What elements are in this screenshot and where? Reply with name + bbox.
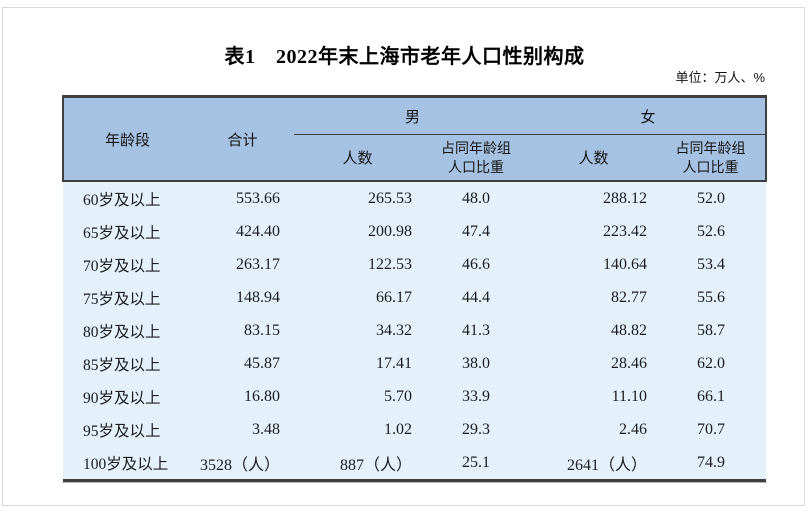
- cell-male-count: 200.98: [294, 215, 421, 248]
- cell-male-count: 17.41: [294, 347, 421, 380]
- cell-age-group: 80岁及以上: [63, 314, 191, 347]
- cell-female-share: 53.4: [656, 248, 767, 281]
- cell-male-count: 34.32: [294, 314, 421, 347]
- header-row-subcolumns: 人数 占同年龄组 人口比重 人数 占同年龄组 人口比重: [63, 134, 768, 182]
- table-row: 100岁及以上 3528（人） 887（人） 25.1 2641（人） 74.9: [63, 446, 767, 482]
- cell-age-group: 70岁及以上: [63, 248, 191, 281]
- cell-female-count: 223.42: [531, 215, 657, 248]
- cell-female-count: 11.10: [531, 380, 657, 413]
- cell-female-count: 288.12: [531, 181, 657, 215]
- cell-age-group: 95岁及以上: [63, 413, 191, 446]
- header-age-group: 年龄段: [62, 95, 191, 182]
- cell-total: 3.48: [191, 413, 294, 446]
- cell-age-group: 100岁及以上: [63, 446, 191, 482]
- cell-total: 424.40: [191, 215, 294, 248]
- cell-male-count: 265.53: [294, 181, 421, 215]
- cell-female-share: 70.7: [656, 413, 767, 446]
- cell-male-share: 44.4: [421, 281, 532, 314]
- header-female-count: 人数: [531, 134, 657, 182]
- table-row: 65岁及以上 424.40 200.98 47.4 223.42 52.6: [63, 215, 767, 248]
- cell-male-count: 887（人）: [294, 446, 421, 482]
- cell-total: 83.15: [191, 314, 294, 347]
- cell-male-share: 33.9: [421, 380, 532, 413]
- header-total: 合计: [191, 95, 294, 182]
- cell-male-share: 46.6: [421, 248, 532, 281]
- table-header: 年龄段 合计 男 女 人数 占同年龄组 人口比重 人数 占同年龄组 人口比重: [62, 95, 768, 182]
- table-row: 70岁及以上 263.17 122.53 46.6 140.64 53.4: [63, 248, 767, 281]
- cell-female-share: 58.7: [656, 314, 767, 347]
- cell-female-share: 52.0: [656, 181, 767, 215]
- cell-total: 16.80: [191, 380, 294, 413]
- cell-total: 263.17: [191, 248, 294, 281]
- table-row: 90岁及以上 16.80 5.70 33.9 11.10 66.1: [63, 380, 767, 413]
- cell-female-count: 48.82: [531, 314, 657, 347]
- cell-female-share: 62.0: [656, 347, 767, 380]
- cell-male-count: 1.02: [294, 413, 421, 446]
- cell-male-count: 122.53: [294, 248, 421, 281]
- cell-female-count: 2641（人）: [531, 446, 657, 482]
- cell-age-group: 65岁及以上: [63, 215, 191, 248]
- unit-label: 单位：万人、%: [675, 70, 765, 85]
- cell-total: 148.94: [191, 281, 294, 314]
- cell-age-group: 60岁及以上: [63, 181, 191, 215]
- cell-female-count: 82.77: [531, 281, 657, 314]
- table-row: 75岁及以上 148.94 66.17 44.4 82.77 55.6: [63, 281, 767, 314]
- cell-female-count: 2.46: [531, 413, 657, 446]
- cell-female-share: 55.6: [656, 281, 767, 314]
- page-title: 表1 2022年末上海市老年人口性别构成: [224, 46, 585, 68]
- cell-female-share: 66.1: [656, 380, 767, 413]
- table-row: 80岁及以上 83.15 34.32 41.3 48.82 58.7: [63, 314, 767, 347]
- table-row: 95岁及以上 3.48 1.02 29.3 2.46 70.7: [63, 413, 767, 446]
- cell-female-count: 140.64: [531, 248, 657, 281]
- header-row-groups: 年龄段 合计 男 女: [62, 95, 768, 182]
- cell-male-share: 25.1: [421, 446, 532, 482]
- cell-female-share: 74.9: [656, 446, 767, 482]
- cell-male-count: 66.17: [294, 281, 421, 314]
- cell-age-group: 90岁及以上: [63, 380, 191, 413]
- population-table: 年龄段 合计 男 女 人数 占同年龄组 人口比重 人数 占同年龄组 人口比重 6…: [62, 95, 768, 482]
- cell-male-share: 29.3: [421, 413, 532, 446]
- cell-total: 3528（人）: [191, 446, 294, 482]
- cell-total: 553.66: [191, 181, 294, 215]
- cell-male-share: 48.0: [421, 181, 532, 215]
- cell-age-group: 75岁及以上: [63, 281, 191, 314]
- table-row: 60岁及以上 553.66 265.53 48.0 288.12 52.0: [63, 181, 767, 215]
- cell-female-share: 52.6: [656, 215, 767, 248]
- cell-male-share: 41.3: [421, 314, 532, 347]
- table-body: 60岁及以上 553.66 265.53 48.0 288.12 52.0 65岁及以上 42…: [63, 181, 767, 482]
- cell-male-share: 38.0: [421, 347, 532, 380]
- cell-male-share: 47.4: [421, 215, 532, 248]
- cell-total: 45.87: [191, 347, 294, 380]
- header-female: 女: [531, 95, 768, 135]
- header-male-count: 人数: [294, 134, 421, 182]
- cell-male-count: 5.70: [294, 380, 421, 413]
- cell-female-count: 28.46: [531, 347, 657, 380]
- cell-age-group: 85岁及以上: [63, 347, 191, 380]
- table-row: 85岁及以上 45.87 17.41 38.0 28.46 62.0: [63, 347, 767, 380]
- header-male-share: 占同年龄组 人口比重: [421, 134, 532, 182]
- header-male: 男: [294, 95, 532, 135]
- header-female-share: 占同年龄组 人口比重: [656, 134, 768, 182]
